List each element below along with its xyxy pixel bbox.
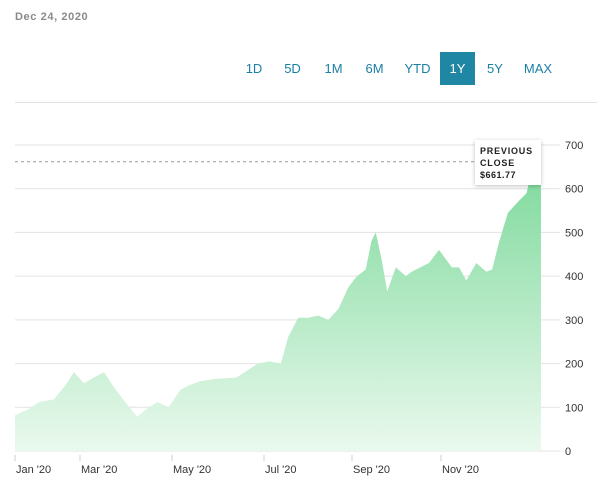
x-tick-label: Jan '20 bbox=[16, 464, 51, 476]
y-tick-label: 0 bbox=[565, 446, 571, 458]
y-tick-label: 500 bbox=[565, 227, 583, 239]
header-divider bbox=[15, 102, 597, 103]
range-tabs: 1D 5D 1M 6M YTD 1Y 5Y MAX bbox=[236, 52, 561, 85]
y-tick-label: 400 bbox=[565, 271, 583, 283]
y-axis: 0 100 200 300 400 500 600 700 bbox=[565, 140, 583, 458]
range-tab-1y[interactable]: 1Y bbox=[440, 52, 475, 85]
x-tick-label: Mar '20 bbox=[81, 464, 117, 476]
series-area bbox=[15, 162, 541, 451]
x-tick-label: Nov '20 bbox=[442, 464, 479, 476]
y-tick-label: 700 bbox=[565, 140, 583, 152]
y-tick-label: 300 bbox=[565, 315, 583, 327]
x-tick-label: Sep '20 bbox=[353, 464, 390, 476]
tooltip-line1: PREVIOUS bbox=[480, 146, 533, 156]
tooltip-value: $661.77 bbox=[480, 170, 517, 180]
x-tick-label: Jul '20 bbox=[265, 464, 296, 476]
tooltip-line2: CLOSE bbox=[480, 158, 516, 168]
y-tick-label: 600 bbox=[565, 184, 583, 196]
chart-date: Dec 24, 2020 bbox=[15, 11, 89, 23]
range-tab-max[interactable]: MAX bbox=[523, 61, 553, 76]
range-tab-5y[interactable]: 5Y bbox=[487, 61, 503, 76]
x-tick-label: May '20 bbox=[173, 464, 211, 476]
price-area bbox=[15, 162, 541, 451]
range-tab-1d[interactable]: 1D bbox=[245, 61, 263, 76]
y-tick-label: 100 bbox=[565, 402, 583, 414]
range-tab-ytd[interactable]: YTD bbox=[404, 61, 431, 76]
previous-close-tooltip: PREVIOUS CLOSE $661.77 bbox=[475, 140, 541, 185]
range-tab-6m[interactable]: 6M bbox=[365, 61, 384, 76]
y-tick-label: 200 bbox=[565, 359, 583, 371]
range-tab-1m[interactable]: 1M bbox=[324, 61, 343, 76]
range-tab-5d[interactable]: 5D bbox=[284, 61, 301, 76]
x-axis: Jan '20 Mar '20 May '20 Jul '20 Sep '20 Nov '… bbox=[14, 455, 479, 476]
